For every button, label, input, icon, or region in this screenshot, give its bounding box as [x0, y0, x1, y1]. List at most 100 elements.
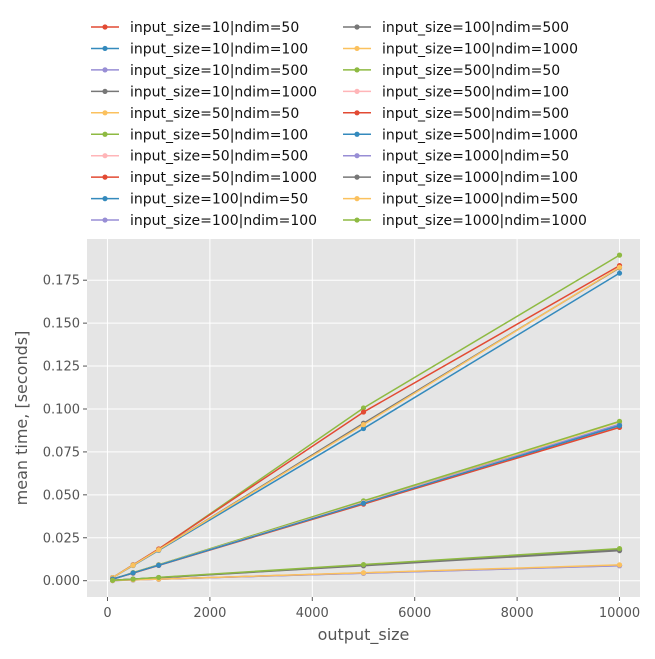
- data-point: [616, 562, 623, 568]
- legend-label: input_size=1000|ndim=100: [382, 170, 578, 186]
- legend-item: input_size=1000|ndim=1000: [343, 213, 587, 229]
- legend-label: input_size=1000|ndim=1000: [382, 213, 587, 229]
- legend-swatch-marker: [354, 45, 360, 52]
- legend-label: input_size=50|ndim=50: [130, 106, 299, 122]
- x-tick-label: 10000: [599, 606, 640, 621]
- legend-item: input_size=50|ndim=100: [91, 127, 308, 143]
- legend-swatch-marker: [354, 110, 360, 116]
- legend-swatch-marker: [102, 45, 108, 52]
- legend-item: input_size=500|ndim=100: [343, 84, 569, 100]
- legend-item: input_size=100|ndim=50: [91, 192, 308, 208]
- data-point: [360, 422, 367, 428]
- y-tick-label: 0.100: [43, 402, 80, 417]
- data-point: [156, 574, 162, 581]
- legend-label: input_size=500|ndim=50: [382, 63, 560, 79]
- data-point: [616, 418, 623, 424]
- y-axis: 0.000 0.025 0.050 0.075 0.100 0.125 0.150 0.175: [43, 274, 87, 589]
- series-group: [110, 545, 623, 583]
- legend-item: input_size=50|ndim=50: [91, 106, 299, 122]
- data-point: [360, 409, 367, 415]
- legend-label: input_size=100|ndim=500: [382, 20, 569, 36]
- y-tick-label: 0.150: [43, 317, 80, 332]
- x-axis-label: output_size: [318, 625, 410, 645]
- legend-swatch-marker: [102, 110, 108, 116]
- legend-label: input_size=500|ndim=1000: [382, 127, 578, 143]
- data-point: [110, 577, 116, 583]
- legend-label: input_size=1000|ndim=50: [382, 149, 569, 165]
- x-tick-label: 2000: [193, 606, 226, 621]
- legend-label: input_size=500|ndim=500: [382, 106, 569, 122]
- legend-item: input_size=10|ndim=1000: [91, 84, 317, 100]
- legend-item: input_size=1000|ndim=500: [343, 192, 578, 208]
- data-point: [616, 252, 623, 258]
- data-point: [616, 545, 623, 552]
- legend-label: input_size=50|ndim=500: [130, 149, 308, 165]
- legend-swatch-marker: [102, 153, 108, 159]
- data-point: [130, 576, 136, 582]
- legend-item: input_size=10|ndim=100: [91, 41, 308, 57]
- legend: input_size=10|ndim=50 input_size=10|ndim=…: [91, 20, 587, 229]
- legend-item: input_size=50|ndim=500: [91, 149, 308, 165]
- legend-swatch-marker: [102, 88, 108, 94]
- legend-item: input_size=500|ndim=1000: [343, 127, 578, 143]
- legend-swatch-marker: [354, 67, 360, 73]
- legend-label: input_size=100|ndim=50: [130, 192, 308, 208]
- legend-swatch-marker: [102, 24, 108, 30]
- legend-label: input_size=10|ndim=1000: [130, 84, 317, 100]
- data-point: [360, 405, 367, 411]
- x-axis: 0 2000 4000 6000 8000 10000: [103, 597, 640, 621]
- x-tick-label: 6000: [398, 606, 431, 621]
- data-point: [360, 561, 367, 568]
- legend-item: input_size=10|ndim=50: [91, 20, 299, 36]
- series-group: [110, 264, 623, 581]
- legend-swatch-marker: [102, 67, 108, 73]
- legend-item: input_size=100|ndim=100: [91, 213, 317, 229]
- y-tick-label: 0.025: [43, 531, 80, 546]
- y-tick-label: 0.125: [43, 360, 80, 375]
- legend-swatch-marker: [102, 196, 108, 202]
- legend-item: input_size=500|ndim=50: [343, 63, 560, 79]
- data-point: [360, 425, 367, 432]
- legend-swatch-marker: [102, 131, 108, 137]
- legend-label: input_size=100|ndim=1000: [382, 41, 578, 57]
- y-axis-label: mean time, [seconds]: [12, 331, 31, 506]
- legend-swatch-marker: [354, 131, 360, 137]
- data-point: [616, 264, 623, 270]
- legend-item: input_size=1000|ndim=50: [343, 149, 569, 165]
- data-point: [156, 547, 162, 553]
- data-point: [130, 570, 136, 576]
- x-tick-label: 0: [103, 606, 111, 621]
- legend-label: input_size=50|ndim=100: [130, 127, 308, 143]
- y-tick-label: 0.000: [43, 574, 80, 589]
- legend-swatch-marker: [354, 88, 360, 94]
- legend-label: input_size=1000|ndim=500: [382, 192, 578, 208]
- data-point: [360, 500, 367, 506]
- legend-label: input_size=100|ndim=100: [130, 213, 317, 229]
- legend-label: input_size=50|ndim=1000: [130, 170, 317, 186]
- y-tick-label: 0.175: [43, 274, 80, 289]
- legend-item: input_size=100|ndim=1000: [343, 41, 578, 57]
- x-tick-label: 4000: [296, 606, 329, 621]
- data-point: [616, 423, 623, 429]
- legend-item: input_size=1000|ndim=100: [343, 170, 578, 186]
- legend-swatch-marker: [102, 174, 108, 180]
- legend-swatch-marker: [354, 153, 360, 159]
- data-point: [360, 570, 367, 576]
- series-layer: [110, 252, 623, 584]
- x-tick-label: 8000: [501, 606, 534, 621]
- y-tick-label: 0.075: [43, 445, 80, 460]
- legend-label: input_size=500|ndim=100: [382, 84, 569, 100]
- legend-label: input_size=10|ndim=500: [130, 63, 308, 79]
- legend-item: input_size=50|ndim=1000: [91, 170, 317, 186]
- legend-swatch-marker: [354, 174, 360, 180]
- legend-label: input_size=10|ndim=50: [130, 20, 299, 36]
- data-point: [616, 270, 623, 276]
- legend-item: input_size=10|ndim=500: [91, 63, 308, 79]
- y-tick-label: 0.050: [43, 488, 80, 503]
- data-point: [130, 562, 136, 568]
- legend-swatch-marker: [102, 217, 108, 223]
- legend-swatch-marker: [354, 24, 360, 30]
- data-point: [156, 562, 162, 568]
- legend-swatch-marker: [354, 196, 360, 202]
